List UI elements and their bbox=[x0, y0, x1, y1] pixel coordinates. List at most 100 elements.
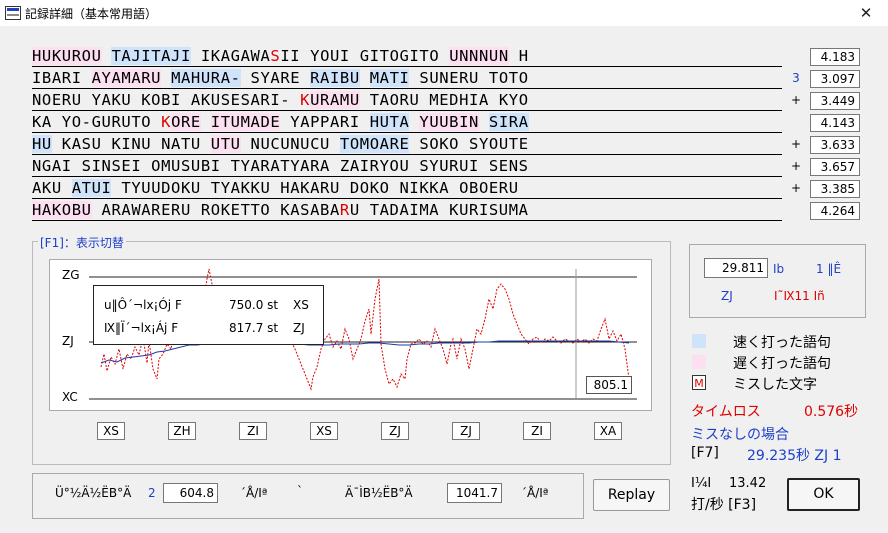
x-tick-rank: XS bbox=[97, 422, 125, 440]
overlay-row2-rank: ZJ bbox=[293, 321, 305, 335]
x-tick-rank: ZJ bbox=[381, 422, 409, 440]
time-loss-value: 0.576秒 bbox=[804, 404, 859, 420]
speed-unit[interactable]: 打/秒 [F3] bbox=[691, 497, 757, 513]
score-label-2: Ä¯ÌB½ËB°Ä bbox=[345, 486, 413, 500]
text-segment: NOERU YAKU KOBI AKUSESARI- bbox=[32, 91, 301, 109]
graph-group bbox=[32, 241, 671, 465]
text-segment: H bbox=[508, 47, 529, 65]
slow-word: URAMU bbox=[310, 91, 360, 109]
missed-char: S bbox=[270, 47, 281, 65]
replay-button[interactable]: Replay bbox=[593, 479, 670, 511]
text-segment: SYARE bbox=[240, 69, 311, 87]
overlay-row1-rank: XS bbox=[293, 298, 309, 312]
slow-word: UTU bbox=[210, 135, 241, 153]
fast-word: TAJITAJI bbox=[111, 47, 191, 65]
x-tick-rank: XA bbox=[594, 422, 622, 440]
fast-word: MAHURA- bbox=[171, 69, 241, 87]
score-value-2: 1041.7 bbox=[447, 483, 502, 503]
time-loss-label: タイムロス bbox=[691, 404, 761, 420]
slow-word: ITUMADE bbox=[210, 113, 281, 131]
line-speed-value: 4.264 bbox=[810, 202, 860, 220]
score-unit-1: ´Å/Ⅰª bbox=[240, 486, 268, 500]
line-speed-value: 3.449 bbox=[810, 92, 860, 110]
f7-label[interactable]: [F7] bbox=[691, 445, 719, 461]
overlay-row2-value: 817.7 st bbox=[229, 321, 279, 335]
app-icon bbox=[5, 6, 21, 20]
line-marker: + bbox=[790, 181, 802, 195]
close-button[interactable]: ✕ bbox=[859, 4, 873, 22]
rank-number: 1 ‖Ê bbox=[816, 262, 842, 276]
y-label-zg: ZG bbox=[62, 268, 80, 282]
typed-line: HU KASU KINU NATU UTU NUCUNUCU TOMOARE S… bbox=[32, 134, 782, 155]
text-segment: YAPPARI bbox=[280, 113, 370, 131]
line-speed-value: 4.143 bbox=[810, 114, 860, 132]
y-label-zj: ZJ bbox=[62, 334, 74, 348]
text-segment bbox=[161, 69, 171, 87]
line-speed-value: 3.097 bbox=[810, 70, 860, 88]
text-segment: IBARI bbox=[32, 69, 92, 87]
x-tick-rank: XS bbox=[310, 422, 338, 440]
line-speed-value: 4.183 bbox=[810, 48, 860, 66]
text-segment: TAORU MEDHIA KYO bbox=[359, 91, 529, 109]
typed-line: AKU ATUI TYUUDOKU TYAKKU HAKARU DOKO NIK… bbox=[32, 178, 782, 199]
window-title: 記録詳細（基本常用語） bbox=[25, 7, 158, 21]
text-segment: TYUUDOKU TYAKKU HAKARU DOKO NIKKA OBOERU bbox=[111, 179, 519, 197]
text-segment: U TADAIMA KURISUMA bbox=[349, 201, 529, 219]
score-panel bbox=[32, 473, 584, 519]
text-segment: NUCUNUCU bbox=[240, 135, 340, 153]
x-tick-rank: ZI bbox=[523, 422, 551, 440]
text-segment: SOKO SYOUTE bbox=[409, 135, 529, 153]
speed-value: 13.42 bbox=[729, 476, 767, 491]
fast-word: ATUI bbox=[71, 179, 112, 197]
time-unit: Ⅰb bbox=[773, 262, 785, 276]
text-segment: KA YO-GURUTO bbox=[32, 113, 162, 131]
text-segment: NGAI SINSEI OMUSUBI TYARATYARA ZAIRYOU S… bbox=[32, 157, 529, 175]
text-segment bbox=[191, 47, 201, 65]
typed-line: NGAI SINSEI OMUSUBI TYARATYARA ZAIRYOU S… bbox=[32, 156, 782, 177]
end-value-box: 805.1 bbox=[586, 376, 632, 394]
fast-word: HU bbox=[32, 135, 52, 153]
typed-line: HUKUROU TAJITAJI IKAGAWASII YOUI GITOGIT… bbox=[32, 46, 782, 67]
line-marker: + bbox=[790, 93, 802, 107]
score-separator: ` bbox=[297, 484, 303, 498]
fast-word: RAIBU bbox=[310, 69, 360, 87]
x-tick-rank: ZH bbox=[168, 422, 196, 440]
slow-word: ORE bbox=[171, 113, 201, 131]
y-label-xc: XC bbox=[62, 390, 78, 404]
text-segment: IKAGAWA bbox=[200, 47, 271, 65]
text-segment: II YOUI GITOGITO bbox=[280, 47, 450, 65]
total-time-box: 29.811 bbox=[704, 258, 768, 278]
slow-word: HAKOBU bbox=[32, 201, 92, 219]
text-segment: SUNERU TOTO bbox=[409, 69, 529, 87]
legend-miss-label: ミスした文字 bbox=[733, 377, 817, 393]
ok-button[interactable]: OK bbox=[787, 478, 860, 511]
x-tick-rank: ZI bbox=[239, 422, 267, 440]
text-segment bbox=[409, 113, 419, 131]
miss-count: Ⅰ˜Ⅸ11 Ⅰñ bbox=[774, 289, 825, 303]
legend-fast-swatch bbox=[692, 334, 706, 348]
speed-label: Ⅰ¼Ⅰ bbox=[691, 476, 712, 491]
overlay-row1-value: 750.0 st bbox=[229, 298, 279, 312]
score-label-1: Ü°½Ä½ËB°Ä bbox=[55, 486, 132, 500]
legend-fast-label: 速く打った語句 bbox=[733, 335, 831, 351]
typed-line: HAKOBU ARAWARERU ROKETTO KASABARU TADAIM… bbox=[32, 200, 782, 221]
score-number-1: 2 bbox=[148, 486, 156, 500]
fast-word: TOMOARE bbox=[339, 135, 410, 153]
fast-word: HUTA bbox=[369, 113, 410, 131]
graph-toggle-label[interactable]: [F1]：表示切替 bbox=[38, 234, 126, 251]
legend-miss-glyph: M bbox=[692, 375, 706, 390]
legend-slow-swatch bbox=[692, 355, 706, 369]
title-bar bbox=[0, 0, 888, 26]
slow-word: HUKUROU bbox=[32, 47, 102, 65]
text-segment: ARAWARERU ROKETTO KASABA bbox=[91, 201, 340, 219]
missed-char: K bbox=[161, 113, 172, 131]
fast-word: SIRA bbox=[488, 113, 529, 131]
rank-label: ZJ bbox=[721, 289, 733, 303]
text-segment bbox=[201, 113, 211, 131]
slow-word: UNNNUN bbox=[449, 47, 509, 65]
missed-char: K bbox=[300, 91, 311, 109]
text-segment bbox=[102, 47, 112, 65]
score-value-1: 604.8 bbox=[163, 483, 218, 503]
score-unit-2: ´Å/Ⅰª bbox=[521, 486, 549, 500]
text-segment bbox=[479, 113, 489, 131]
